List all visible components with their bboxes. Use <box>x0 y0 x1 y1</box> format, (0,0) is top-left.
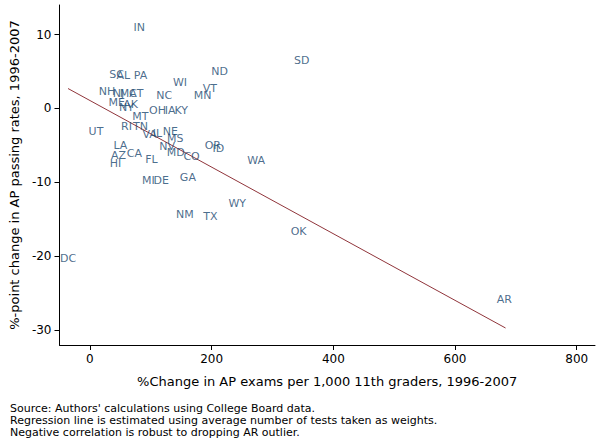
svg-text:UT: UT <box>89 125 104 138</box>
svg-text:0: 0 <box>44 101 52 115</box>
svg-text:NC: NC <box>156 89 172 102</box>
svg-text:CT: CT <box>129 87 144 101</box>
svg-text:MT: MT <box>132 110 149 124</box>
svg-text:0: 0 <box>86 352 94 366</box>
svg-text:600: 600 <box>444 352 467 366</box>
svg-text:200: 200 <box>200 352 223 366</box>
svg-text:IN: IN <box>133 21 144 34</box>
svg-text:800: 800 <box>565 352 588 366</box>
svg-text:Regression line is estimated u: Regression line is estimated using avera… <box>10 414 438 427</box>
svg-text:KY: KY <box>174 104 188 117</box>
svg-text:WI: WI <box>173 76 187 89</box>
svg-text:%-point change in AP passing r: %-point change in AP passing rates, 1996… <box>7 20 22 329</box>
svg-text:AZ: AZ <box>111 148 127 162</box>
svg-text:WA: WA <box>247 154 265 167</box>
svg-text:IL: IL <box>153 127 163 140</box>
svg-text:400: 400 <box>322 352 345 366</box>
svg-text:-20: -20 <box>32 249 52 263</box>
html-text:ME AK: ME AK <box>108 96 139 112</box>
svg-text:AL: AL <box>117 69 132 82</box>
svg-text:OH: OH <box>149 104 166 117</box>
svg-text:Negative correlation is robust: Negative correlation is robust to droppi… <box>10 426 300 439</box>
svg-text:DC: DC <box>60 252 76 265</box>
svg-text:RI: RI <box>121 120 132 133</box>
svg-text:10: 10 <box>36 28 51 42</box>
svg-text:MS: MS <box>166 132 184 146</box>
svg-text:PA: PA <box>134 69 148 82</box>
svg-text:%Change in AP exams per 1,000: %Change in AP exams per 1,000 11th grade… <box>137 374 517 389</box>
svg-text:MN: MN <box>194 89 212 102</box>
svg-text:TX: TX <box>202 210 218 223</box>
svg-text:HI: HI <box>110 157 122 170</box>
svg-text:WY: WY <box>228 197 246 210</box>
svg-text:Source: Authors' calculations: Source: Authors' calculations using Coll… <box>10 402 316 415</box>
svg-text:ID: ID <box>212 142 224 155</box>
svg-text:NM: NM <box>176 208 194 221</box>
svg-text:ND: ND <box>211 65 228 78</box>
svg-text:AR: AR <box>497 293 513 306</box>
svg-text:NH: NH <box>98 85 116 98</box>
svg-text:IA: IA <box>164 104 176 118</box>
svg-text:GA: GA <box>180 171 197 184</box>
svg-text:DE: DE <box>153 174 168 187</box>
svg-text:CA: CA <box>127 147 143 160</box>
svg-text:VA: VA <box>142 127 157 141</box>
svg-text:TN: TN <box>133 119 148 133</box>
svg-text:OK: OK <box>291 225 308 238</box>
svg-text:-10: -10 <box>32 175 52 189</box>
svg-text:LA: LA <box>113 138 128 152</box>
svg-text:CO: CO <box>183 150 200 163</box>
svg-text:-30: -30 <box>32 323 52 337</box>
svg-text:MI: MI <box>142 174 155 188</box>
svg-text:SD: SD <box>294 54 309 67</box>
svg-text:FL: FL <box>145 153 158 166</box>
svg-text:MD: MD <box>167 146 185 159</box>
